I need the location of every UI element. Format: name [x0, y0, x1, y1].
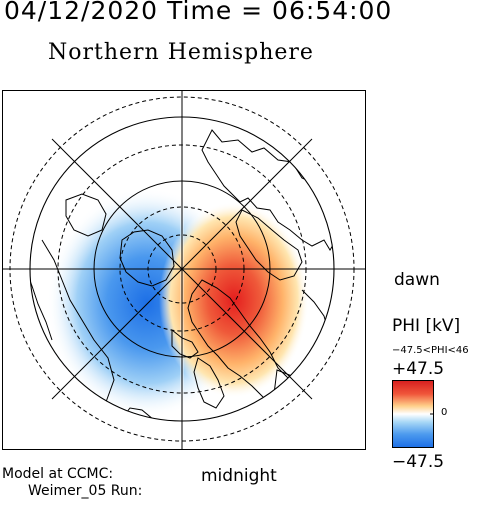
- colorbar-title: PHI [kV]: [392, 316, 461, 336]
- longitude-grid: [2, 90, 366, 450]
- timestamp-title: 04/12/2020 Time = 06:54:00: [4, 0, 393, 25]
- run-label: Weimer_05 Run:: [28, 483, 143, 499]
- colorbar: [392, 380, 434, 448]
- colorbar-range: −47.5<PHI<46: [392, 345, 469, 356]
- colorbar-min-label: −47.5: [392, 452, 445, 472]
- polar-potential-map: [2, 90, 366, 450]
- dawn-label: dawn: [394, 270, 440, 290]
- colorbar-gradient: [392, 380, 434, 448]
- colorbar-max-label: +47.5: [392, 359, 445, 379]
- midnight-label: midnight: [201, 466, 277, 486]
- colorbar-zero-label: 0: [441, 407, 448, 418]
- model-label: Model at CCMC:: [2, 466, 114, 482]
- hemisphere-title: Northern Hemisphere: [48, 40, 314, 65]
